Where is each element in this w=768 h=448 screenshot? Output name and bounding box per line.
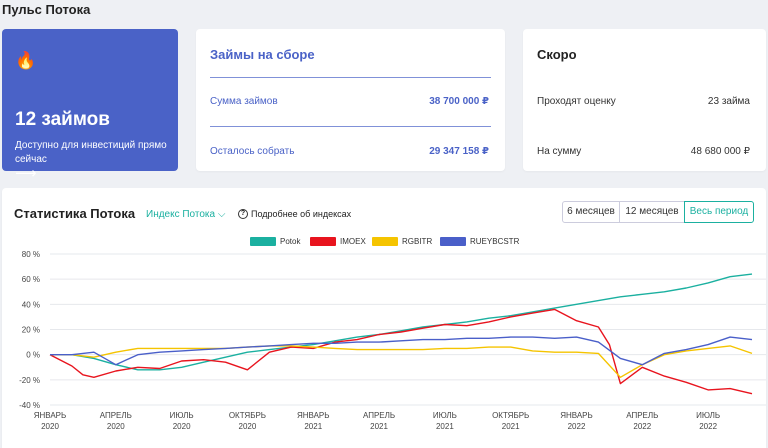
stats-title: Статистика Потока (14, 206, 136, 221)
soon-card: Скоро Проходят оценку 23 займа На сумму … (523, 29, 766, 171)
y-tick-label: -20 % (19, 376, 40, 385)
x-tick-label: 2020 (239, 422, 257, 431)
loans-remaining-label: Осталось собрать (210, 146, 295, 157)
x-tick-label: 2020 (173, 422, 191, 431)
loans-collecting-card: Займы на сборе Сумма займов 38 700 000 ₽… (196, 29, 505, 171)
loans-sum-label: Сумма займов (210, 96, 278, 107)
divider (210, 126, 491, 127)
x-tick-label: ИЮЛЬ (433, 411, 457, 420)
available-loans-card[interactable]: 🔥 12 займов Доступно для инвестиций прям… (2, 29, 178, 181)
legend-swatch (250, 237, 276, 246)
legend-item-rueybcstr[interactable]: RUEYBCSTR (440, 237, 519, 246)
page-title: Пульс Потока (2, 2, 91, 17)
y-tick-label: -40 % (19, 401, 40, 410)
index-dropdown[interactable]: Индекс Потока ⌵ (146, 209, 225, 220)
series-line-rueybcstr[interactable] (50, 336, 753, 366)
x-tick-label: 2021 (370, 422, 388, 431)
legend-item-rgbitr[interactable]: RGBITR (372, 237, 432, 246)
x-tick-label: 2021 (502, 422, 520, 431)
x-tick-label: 2020 (41, 422, 59, 431)
legend-swatch (310, 237, 336, 246)
chevron-down-icon: ⌵ (217, 209, 226, 220)
available-loans-description: Доступно для инвестиций прямо сейчас (15, 140, 167, 165)
loans-collecting-title: Займы на сборе (210, 47, 315, 62)
loans-remaining-value: 29 347 158 ₽ (429, 146, 489, 157)
x-tick-label: 2022 (633, 422, 651, 431)
x-tick-label: АПРЕЛЬ (100, 411, 132, 420)
index-dropdown-label: Индекс Потока (146, 209, 216, 220)
total-amount-label: На сумму (537, 146, 582, 157)
x-tick-label: 2020 (107, 422, 125, 431)
loans-sum-value: 38 700 000 ₽ (429, 96, 489, 107)
x-tick-label: 2021 (304, 422, 322, 431)
legend-swatch (440, 237, 466, 246)
y-tick-label: 0 % (26, 351, 40, 360)
legend-swatch (372, 237, 398, 246)
legend-label: IMOEX (340, 237, 366, 246)
x-tick-label: АПРЕЛЬ (363, 411, 395, 420)
legend-label: RGBITR (402, 237, 433, 246)
divider (210, 77, 491, 78)
series-line-imoex[interactable] (49, 308, 753, 395)
x-tick-label: ИЮЛЬ (696, 411, 720, 420)
series-line-potok[interactable] (50, 273, 753, 371)
x-tick-label: ОКТЯБРЬ (229, 411, 266, 420)
x-tick-label: ЯНВАРЬ (297, 411, 330, 420)
x-tick-label: 2022 (568, 422, 586, 431)
x-tick-label: ЯНВАРЬ (560, 411, 593, 420)
index-line-chart[interactable]: 80 %60 %40 %20 %0 %-20 %-40 %ЯНВАРЬ2020А… (2, 188, 766, 448)
x-tick-label: 2021 (436, 422, 454, 431)
arrow-right-icon[interactable]: ⟶ (15, 165, 37, 182)
legend-label: Potok (280, 237, 301, 246)
legend-item-potok[interactable]: Potok (250, 237, 300, 246)
x-tick-label: 2022 (699, 422, 717, 431)
under-review-value: 23 займа (707, 96, 750, 107)
series-line-rgbitr[interactable] (50, 345, 753, 379)
legend-item-imoex[interactable]: IMOEX (310, 237, 366, 246)
total-amount-value: 48 680 000 ₽ (690, 146, 750, 157)
legend-label: RUEYBCSTR (470, 237, 520, 246)
y-tick-label: 20 % (22, 326, 40, 335)
available-loans-count: 12 займов (15, 109, 110, 130)
y-tick-label: 80 % (22, 250, 40, 259)
soon-title: Скоро (537, 47, 577, 62)
y-tick-label: 40 % (22, 300, 40, 309)
x-tick-label: АПРЕЛЬ (626, 411, 658, 420)
stats-card: Статистика Потока Индекс Потока ⌵ ? Подр… (2, 188, 766, 448)
x-tick-label: ОКТЯБРЬ (492, 411, 529, 420)
x-tick-label: ЯНВАРЬ (34, 411, 67, 420)
under-review-label: Проходят оценку (537, 96, 616, 107)
index-help-link[interactable]: ? Подробнее об индексах (238, 209, 351, 219)
question-icon: ? (238, 209, 248, 219)
index-help-label: Подробнее об индексах (251, 209, 352, 219)
period-all-button[interactable]: Весь период (684, 201, 754, 223)
fire-icon: 🔥 (15, 51, 37, 70)
y-tick-label: 60 % (22, 275, 40, 284)
x-tick-label: ИЮЛЬ (170, 411, 194, 420)
